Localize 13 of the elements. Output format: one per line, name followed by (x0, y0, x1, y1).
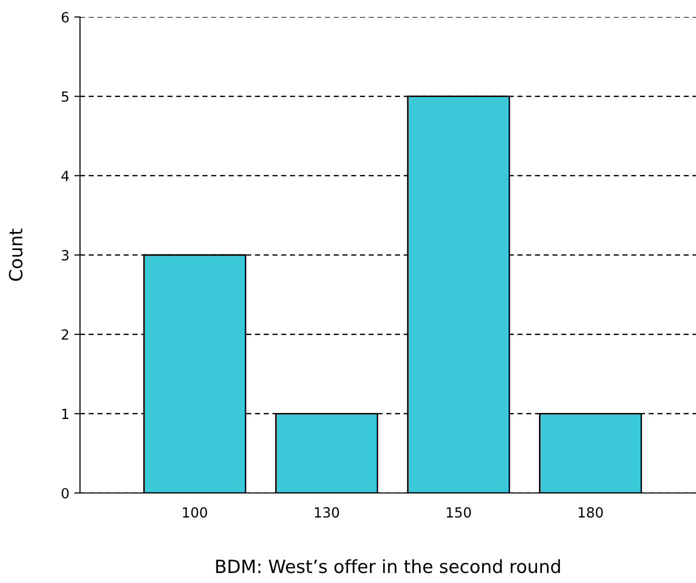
y-tick-label: 4 (61, 170, 69, 181)
y-tick-label: 3 (62, 250, 68, 260)
x-axis-title: BDM: West’s offer in the second round (216, 559, 560, 574)
x-tick-label: 130 (314, 507, 339, 518)
y-tick-label: 0 (62, 488, 69, 498)
y-tick-label: 6 (62, 12, 69, 22)
y-tick-label: 2 (62, 329, 68, 340)
x-tick-label: 100 (183, 507, 208, 518)
y-tick-label: 1 (62, 408, 68, 419)
x-tick-label: 180 (578, 507, 603, 518)
y-tick-label: 5 (62, 91, 68, 102)
y-axis-title: Count (8, 228, 23, 281)
x-tick-label: 150 (446, 507, 471, 518)
